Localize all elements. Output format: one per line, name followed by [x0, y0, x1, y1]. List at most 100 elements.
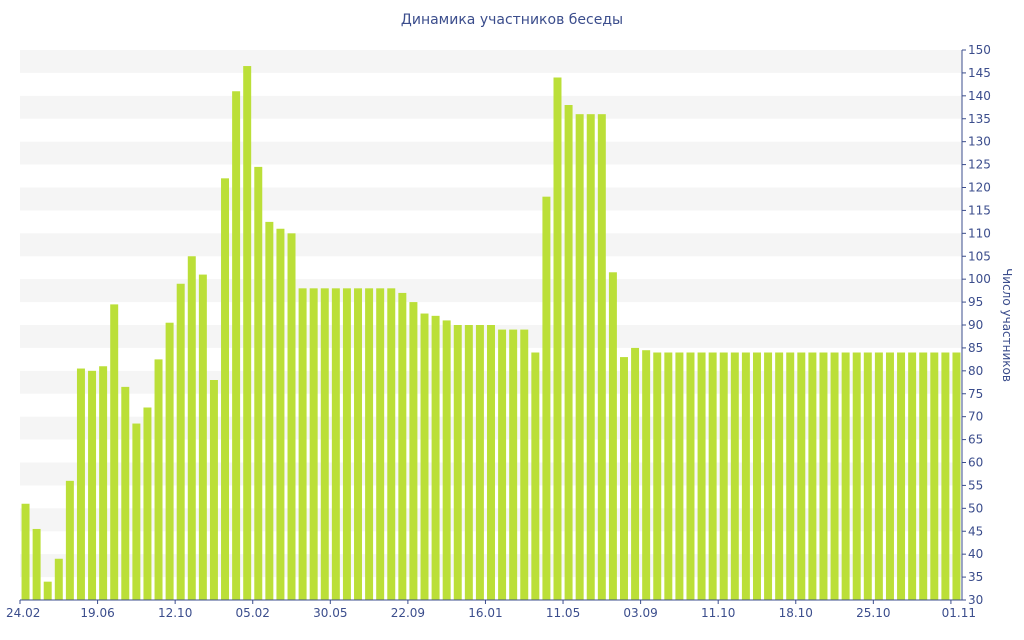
- bar: [730, 352, 739, 600]
- y-tick-label: 70: [968, 410, 983, 424]
- bar: [431, 315, 440, 600]
- bar: [387, 288, 396, 600]
- y-tick-label: 100: [968, 272, 991, 286]
- y-tick-label: 40: [968, 547, 983, 561]
- bar: [808, 352, 817, 600]
- bar: [265, 221, 274, 601]
- bar: [342, 288, 351, 600]
- bar: [187, 256, 196, 600]
- bar: [21, 503, 30, 600]
- bar: [564, 105, 573, 600]
- bar: [575, 114, 584, 601]
- grid-band: [20, 50, 962, 73]
- bar: [298, 288, 307, 600]
- bar: [309, 288, 318, 600]
- bar: [885, 352, 894, 600]
- bar: [221, 178, 230, 600]
- bar: [608, 272, 617, 600]
- y-tick-label: 95: [968, 295, 983, 309]
- bar: [708, 352, 717, 600]
- bar: [908, 352, 917, 600]
- bar: [276, 228, 285, 600]
- x-tick-label: 24.02: [6, 606, 40, 620]
- bar: [32, 528, 41, 600]
- bar: [475, 325, 484, 600]
- y-tick-label: 55: [968, 478, 983, 492]
- bar: [76, 368, 85, 600]
- bar: [442, 320, 451, 600]
- bar: [398, 292, 407, 600]
- grid-band: [20, 279, 962, 303]
- x-axis: 24.02 19.06 12.10 05.02 30.05 22.09 16.01 11.05…: [6, 599, 976, 620]
- x-tick-label: 03.09: [623, 606, 657, 620]
- bar: [54, 558, 63, 600]
- bar: [775, 352, 784, 600]
- y-tick-label: 45: [968, 524, 983, 538]
- y-tick-label: 90: [968, 318, 983, 332]
- bar: [830, 352, 839, 600]
- bar: [99, 366, 108, 600]
- y-tick-label: 65: [968, 433, 983, 447]
- bar: [852, 352, 861, 600]
- bar: [420, 313, 429, 600]
- bar: [686, 352, 695, 600]
- y-tick-label: 110: [968, 226, 991, 240]
- bar: [43, 581, 52, 600]
- x-tick-label: 12.10: [158, 606, 192, 620]
- bar: [697, 352, 706, 600]
- bar: [65, 480, 74, 600]
- y-tick-label: 85: [968, 341, 983, 355]
- bar: [941, 352, 950, 600]
- bar: [143, 407, 152, 600]
- y-tick-label: 105: [968, 249, 991, 263]
- bar: [453, 325, 462, 600]
- bar: [675, 352, 684, 600]
- bar: [209, 380, 218, 600]
- grid-band: [20, 187, 962, 211]
- y-tick-label: 60: [968, 456, 983, 470]
- y-axis: 30 35 40 45 50 55 60 65 70 75 80 85 90 95 100 105 110 115…: [961, 43, 991, 607]
- bar: [919, 352, 928, 600]
- y-tick-label: 140: [968, 89, 991, 103]
- x-tick-label: 05.02: [236, 606, 270, 620]
- bar: [354, 288, 362, 600]
- bar: [176, 283, 185, 600]
- bar: [132, 423, 141, 600]
- bar: [320, 288, 329, 600]
- bar: [631, 347, 640, 600]
- grid-band: [20, 95, 962, 119]
- bar: [542, 196, 551, 601]
- x-tick-label: 11.05: [546, 606, 580, 620]
- y-tick-label: 50: [968, 501, 983, 515]
- bar: [764, 352, 773, 600]
- bar: [287, 233, 296, 600]
- y-tick-label: 115: [968, 203, 991, 217]
- bar: [409, 302, 418, 600]
- x-tick-label: 30.05: [313, 606, 347, 620]
- bar: [653, 352, 662, 600]
- y-tick-label: 125: [968, 158, 991, 172]
- bar: [509, 329, 518, 600]
- bar: [376, 288, 385, 600]
- y-tick-label: 130: [968, 135, 991, 149]
- y-tick-label: 150: [968, 43, 991, 57]
- bar: [786, 352, 795, 600]
- y-tick-label: 120: [968, 181, 991, 195]
- bar: [719, 352, 728, 600]
- bar: [863, 352, 872, 600]
- bar: [254, 166, 263, 601]
- x-tick-label: 25.10: [856, 606, 890, 620]
- bar: [597, 114, 606, 601]
- grid-band: [20, 141, 962, 165]
- bar: [365, 288, 374, 600]
- bar: [487, 325, 495, 600]
- y-tick-label: 35: [968, 570, 983, 584]
- bar: [232, 91, 241, 600]
- y-axis-title: Число участников: [1000, 268, 1014, 382]
- bar: [243, 66, 252, 601]
- bars: [21, 66, 961, 601]
- y-tick-label: 135: [968, 112, 991, 126]
- y-tick-label: 145: [968, 66, 991, 80]
- bar: [930, 352, 939, 600]
